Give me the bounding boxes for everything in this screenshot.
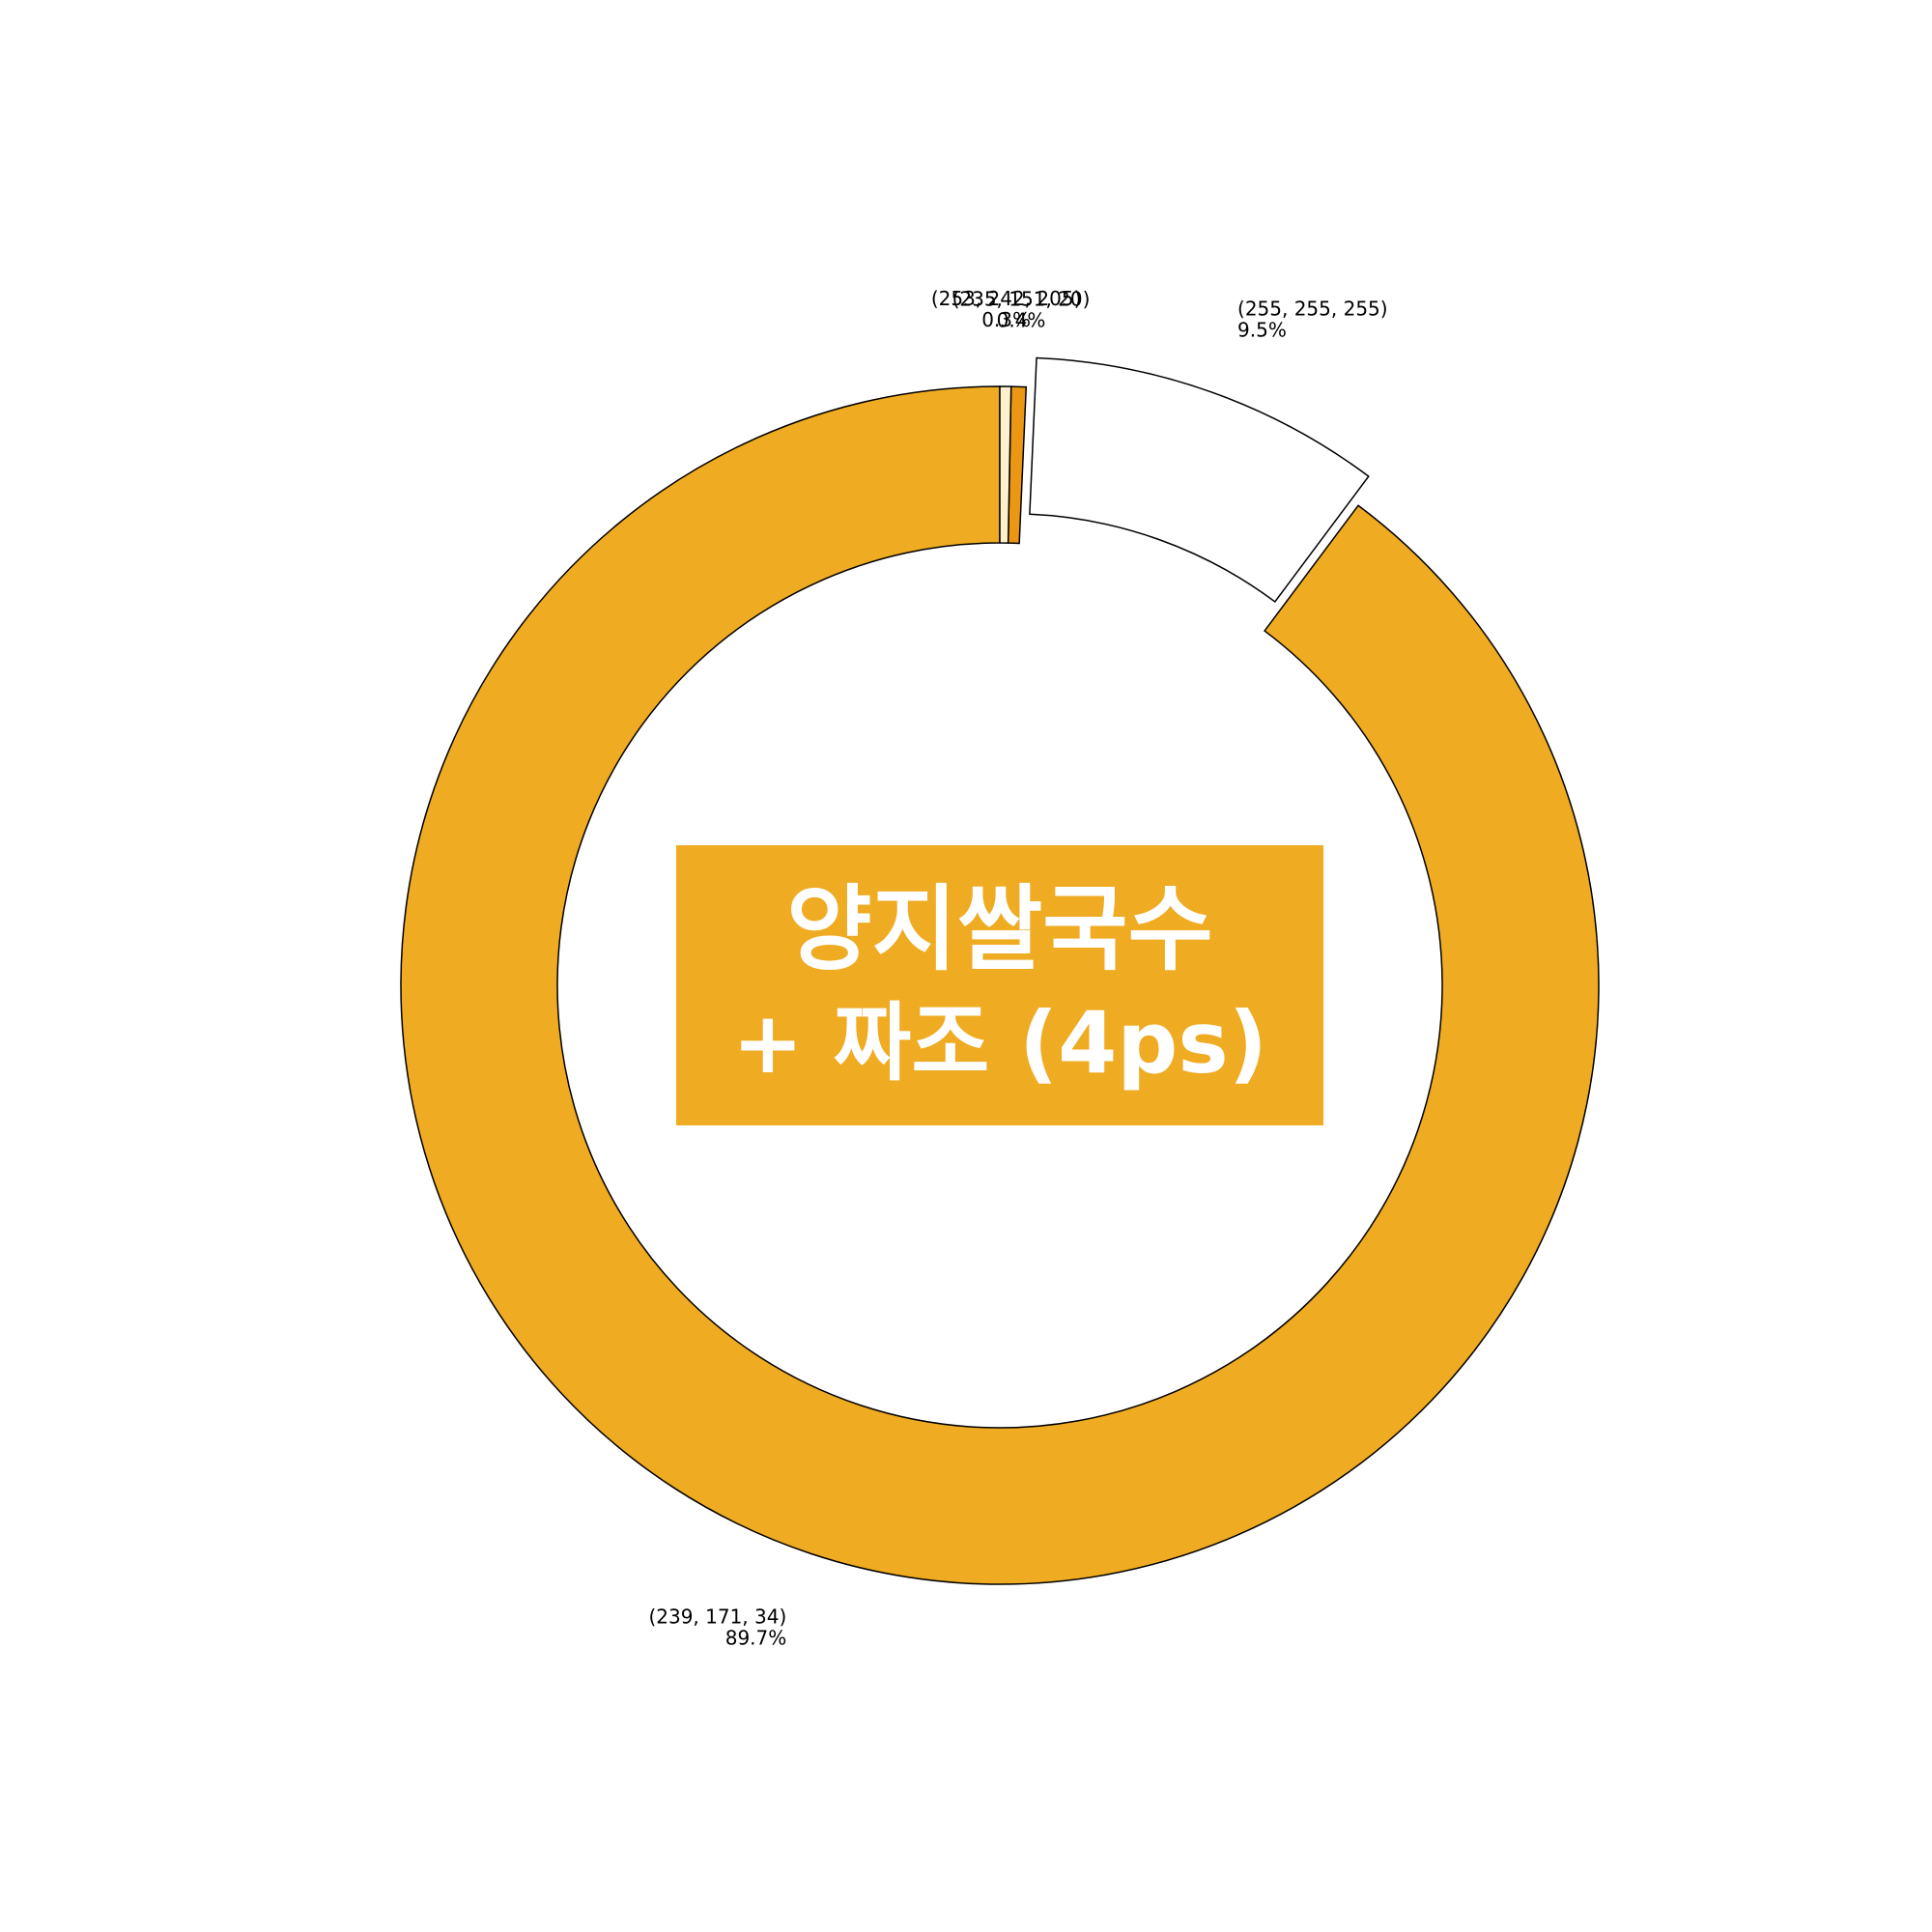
slice-label-3: (253, 242, 205) 0.3% [931, 287, 1082, 331]
center-badge-line1: 양지쌀국수 [786, 875, 1213, 983]
slice-label-0: (239, 171, 34) 89.7% [648, 1605, 786, 1649]
slice-label-2: (235, 151, 20) 0.4% [952, 287, 1091, 331]
donut-slices [400, 356, 1600, 1585]
donut-slice-3 [999, 385, 1012, 544]
center-badge: 양지쌀국수 + 짜조 (4ps) [676, 845, 1323, 1125]
center-badge-background [676, 845, 1323, 1125]
slice-label-name: (235, 151, 20) [952, 287, 1091, 310]
center-badge-line2: + 짜조 (4ps) [732, 993, 1267, 1093]
slice-label-percent: 0.4% [997, 308, 1046, 331]
donut-slice-1 [1029, 356, 1370, 603]
slice-label-name: (255, 255, 255) [1237, 298, 1388, 321]
donut-slice-0 [400, 385, 1600, 1585]
slice-label-percent: 89.7% [725, 1626, 787, 1649]
slice-label-name: (253, 242, 205) [931, 287, 1082, 310]
slice-label-percent: 0.3% [981, 308, 1031, 331]
slice-label-percent: 9.5% [1237, 319, 1287, 342]
slice-labels: (239, 171, 34) 89.7%(255, 255, 255) 9.5%(2… [648, 287, 1387, 1649]
slice-label-1: (255, 255, 255) 9.5% [1237, 298, 1388, 342]
slice-label-name: (239, 171, 34) [648, 1605, 786, 1628]
